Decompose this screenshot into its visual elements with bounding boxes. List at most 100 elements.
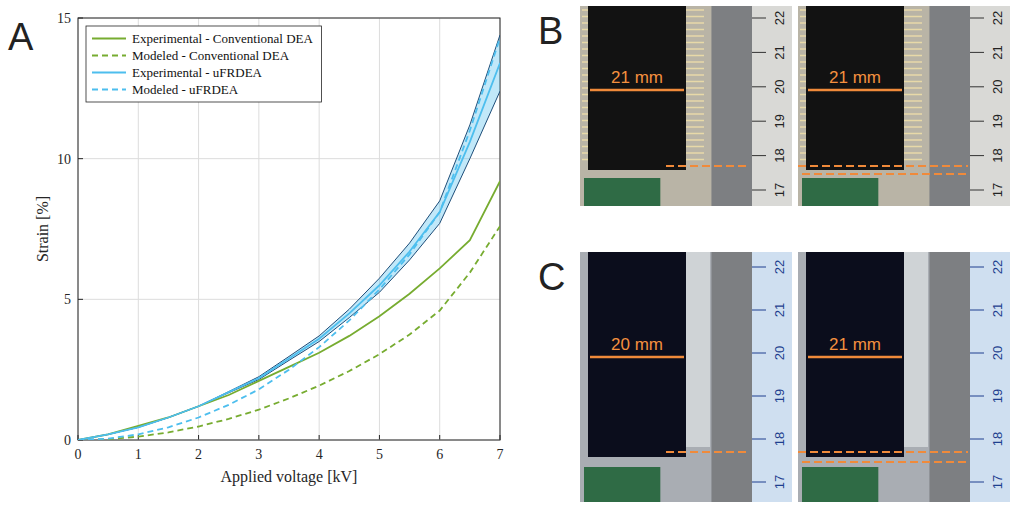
ruler-tick — [970, 86, 984, 87]
ruler-tick — [970, 439, 984, 440]
panel-letter: C — [538, 256, 565, 298]
ruler-tick — [970, 267, 984, 268]
ruler-label: 18 — [990, 148, 1005, 162]
width-marker — [590, 356, 684, 359]
ruler-label: 18 — [772, 432, 787, 446]
width-label: 21 mm — [829, 68, 881, 87]
tick-label: 2 — [195, 447, 202, 462]
clip — [584, 467, 660, 502]
ruler-label: 21 — [990, 45, 1005, 59]
tick-label: 4 — [316, 447, 323, 462]
width-marker — [808, 89, 902, 92]
ruler-tick — [970, 155, 984, 156]
actuator — [588, 6, 686, 170]
tick-label: 15 — [57, 11, 71, 26]
ruler-label: 22 — [772, 11, 787, 25]
series-line — [78, 226, 500, 440]
reference-line — [666, 165, 750, 167]
ruler-label: 21 — [772, 45, 787, 59]
ruler — [752, 6, 792, 206]
legend-label: Experimental - uFRDEA — [132, 65, 263, 80]
series-line — [78, 181, 500, 440]
photo-background — [798, 6, 1010, 206]
ruler-label: 20 — [772, 346, 787, 360]
ruler-tick — [752, 482, 766, 483]
ruler-label: 21 — [772, 303, 787, 317]
ruler-tick — [970, 482, 984, 483]
ruler-label: 21 — [990, 303, 1005, 317]
tick-mark — [198, 435, 199, 440]
tick-label: 10 — [57, 152, 71, 167]
legend-label: Modeled - uFRDEA — [132, 82, 239, 97]
frame — [904, 252, 928, 447]
panel-letter: B — [538, 10, 563, 52]
legend-label: Experimental - Conventional DEA — [132, 31, 313, 46]
ruler-tick — [970, 353, 984, 354]
ruler-label: 18 — [772, 148, 787, 162]
ruler-label: 17 — [772, 183, 787, 197]
photo-background — [580, 252, 792, 502]
reference-line — [802, 173, 968, 175]
ruler-tick — [752, 439, 766, 440]
tick-mark — [319, 435, 320, 440]
ruler-label: 17 — [772, 475, 787, 489]
ruler-tick — [752, 190, 766, 191]
photo-background — [580, 6, 792, 206]
legend-swatch — [92, 38, 126, 40]
legend-box — [86, 26, 321, 102]
ruler-tick — [752, 267, 766, 268]
ruler-label: 19 — [772, 114, 787, 128]
ruler-label: 22 — [772, 260, 787, 274]
plot-area — [78, 18, 500, 440]
ruler-label: 19 — [990, 389, 1005, 403]
photo-background — [798, 252, 1010, 502]
ruler-tick — [970, 121, 984, 122]
reference-line — [666, 451, 750, 453]
axis-title: Strain [%] — [34, 196, 51, 262]
ruler-label: 18 — [990, 432, 1005, 446]
tick-label: 1 — [135, 447, 142, 462]
ruler-tick — [970, 190, 984, 191]
legend-label: Modeled - Conventional DEA — [132, 48, 290, 63]
ruler-tick — [970, 310, 984, 311]
grid-line — [439, 18, 440, 440]
panel-letter: A — [8, 16, 34, 58]
tick-label: 7 — [497, 447, 504, 462]
ruler-label: 20 — [772, 80, 787, 94]
photo-background — [711, 6, 792, 206]
tick-mark — [379, 435, 380, 440]
ruler-tick — [970, 52, 984, 53]
width-label: 21 mm — [611, 68, 663, 87]
ruler-label: 22 — [990, 260, 1005, 274]
ruler-label: 19 — [772, 389, 787, 403]
ruler-label: 22 — [990, 11, 1005, 25]
tick-mark — [439, 435, 440, 440]
tick-label: 6 — [436, 447, 443, 462]
photo: 22212019181721 mm — [798, 252, 1010, 502]
plot-frame — [78, 18, 500, 440]
ruler-label: 20 — [990, 80, 1005, 94]
photo-background — [711, 252, 792, 502]
ruler-tick — [752, 52, 766, 53]
ruler-tick — [752, 18, 766, 19]
series-line — [78, 63, 500, 440]
tick-label: 5 — [376, 447, 383, 462]
ruler-tick — [752, 310, 766, 311]
clip — [802, 467, 878, 502]
figure: A01234567051015Applied voltage [kV]Strai… — [0, 0, 1022, 508]
actuator — [588, 252, 686, 457]
ruler-label: 19 — [990, 114, 1005, 128]
ruler-tick — [752, 86, 766, 87]
tick-mark — [78, 158, 83, 159]
ruler-tick — [752, 155, 766, 156]
reference-line — [798, 451, 968, 453]
clip — [802, 178, 878, 206]
axis-title: Applied voltage [kV] — [221, 468, 358, 486]
ruler-tick — [752, 396, 766, 397]
photo: 22 21 20 19 18 17 20 mm — [580, 252, 792, 502]
page: {"chart_data": {"type": "line", "x_label… — [0, 0, 1022, 508]
width-marker — [808, 356, 902, 359]
ruler-label: 20 — [990, 346, 1005, 360]
width-label: 20 mm — [611, 335, 663, 354]
legend: Experimental - Conventional DEA Modeled -… — [86, 26, 321, 102]
